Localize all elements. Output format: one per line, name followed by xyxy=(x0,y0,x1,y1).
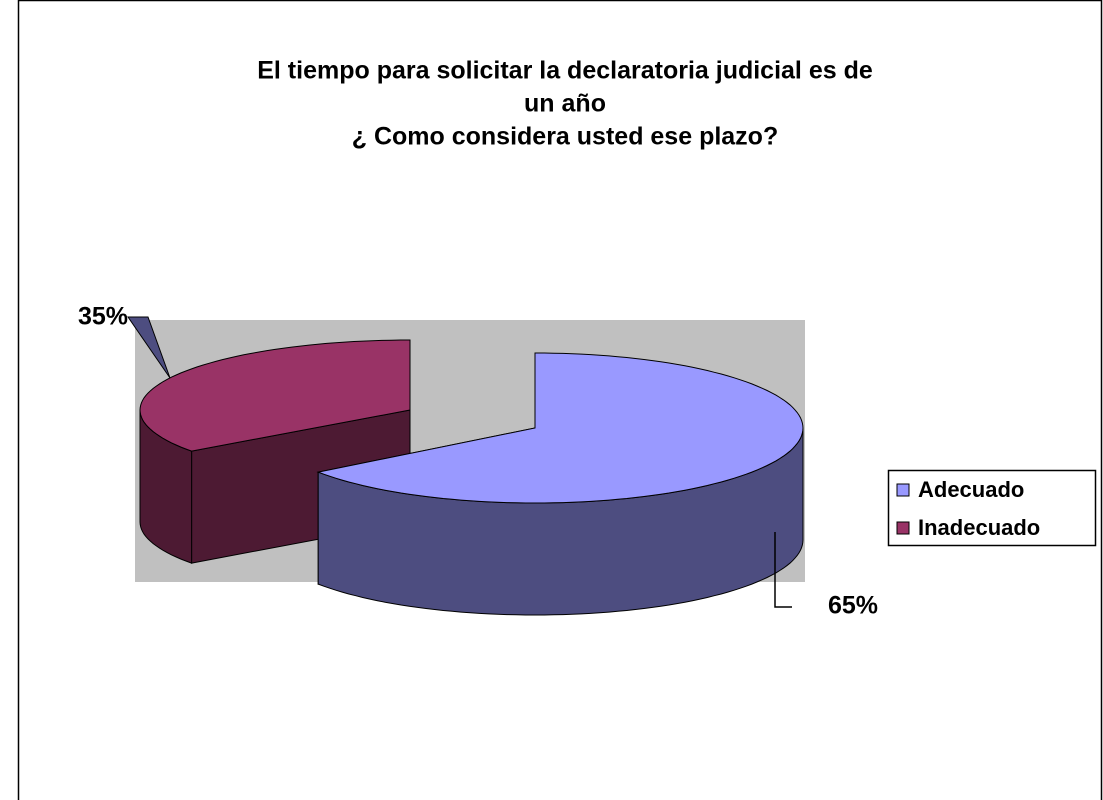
pie xyxy=(139,339,804,616)
data-label: 65% xyxy=(828,592,878,620)
chart-title: un año xyxy=(524,90,606,118)
leader-line xyxy=(127,316,171,379)
leader-line xyxy=(774,532,792,608)
chart-title: El tiempo para solicitar la declaratoria… xyxy=(257,57,873,85)
data-label: 35% xyxy=(78,303,128,331)
legend-label: Inadecuado xyxy=(918,515,1040,540)
slice-top xyxy=(139,339,411,452)
slice-top xyxy=(316,352,804,504)
legend-swatch xyxy=(896,483,910,497)
legend-label: Adecuado xyxy=(918,477,1024,502)
slice xyxy=(316,352,804,616)
chart-title: ¿ Como considera usted ese plazo? xyxy=(352,123,778,151)
legend xyxy=(887,469,1097,547)
legend-swatch xyxy=(896,521,910,535)
